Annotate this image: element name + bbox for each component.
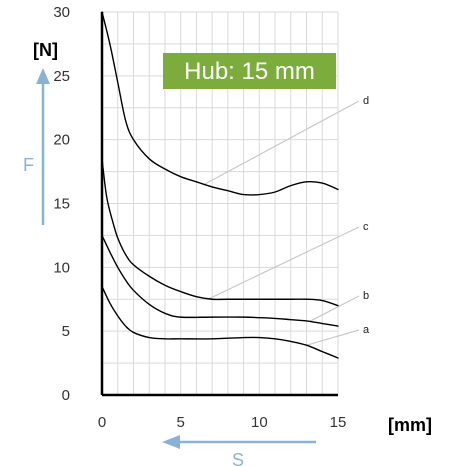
leader-line-c	[208, 226, 360, 300]
curve-c	[101, 158, 339, 307]
y-direction-arrow	[36, 68, 50, 225]
badge-text: Hub: 15 mm	[184, 58, 315, 85]
x-axis-name: S	[232, 450, 244, 467]
y-tick-label: 0	[62, 387, 70, 404]
y-tick-label: 30	[53, 4, 70, 21]
x-tick-label: 15	[330, 414, 347, 431]
y-tick-label: 25	[53, 68, 70, 85]
axes	[100, 12, 338, 397]
stroke-badge: Hub: 15 mm	[163, 53, 336, 89]
leader-lines	[203, 100, 360, 346]
y-tick-label: 10	[53, 259, 70, 276]
x-tick-label: 5	[176, 414, 184, 431]
curve-b	[101, 234, 339, 327]
x-unit-label: [mm]	[388, 415, 432, 435]
curve-a	[101, 285, 339, 359]
curve-d	[101, 11, 339, 196]
curves	[101, 11, 339, 359]
x-tick-label: 10	[251, 414, 268, 431]
leader-line-d	[203, 100, 360, 185]
y-axis-name: F	[23, 155, 34, 175]
x-direction-arrow	[162, 435, 316, 449]
x-arrow-head	[162, 435, 180, 449]
y-tick-label: 20	[53, 132, 70, 149]
y-arrow-head	[36, 68, 50, 84]
x-tick-label: 0	[98, 414, 106, 431]
leader-line-a	[306, 329, 360, 346]
curve-label-c: c	[363, 221, 369, 233]
tick-labels: 0 5 10 15 20 25 30 0 5 10 15	[53, 4, 346, 431]
curve-labels: a b c d	[363, 95, 370, 336]
curve-label-d: d	[363, 95, 369, 107]
leader-line-b	[309, 295, 360, 322]
curve-label-b: b	[363, 290, 369, 302]
curve-label-a: a	[363, 324, 370, 336]
y-tick-label: 15	[53, 196, 70, 213]
y-unit-label: [N]	[33, 40, 58, 60]
y-tick-label: 5	[62, 323, 70, 340]
badge-background	[163, 53, 336, 89]
